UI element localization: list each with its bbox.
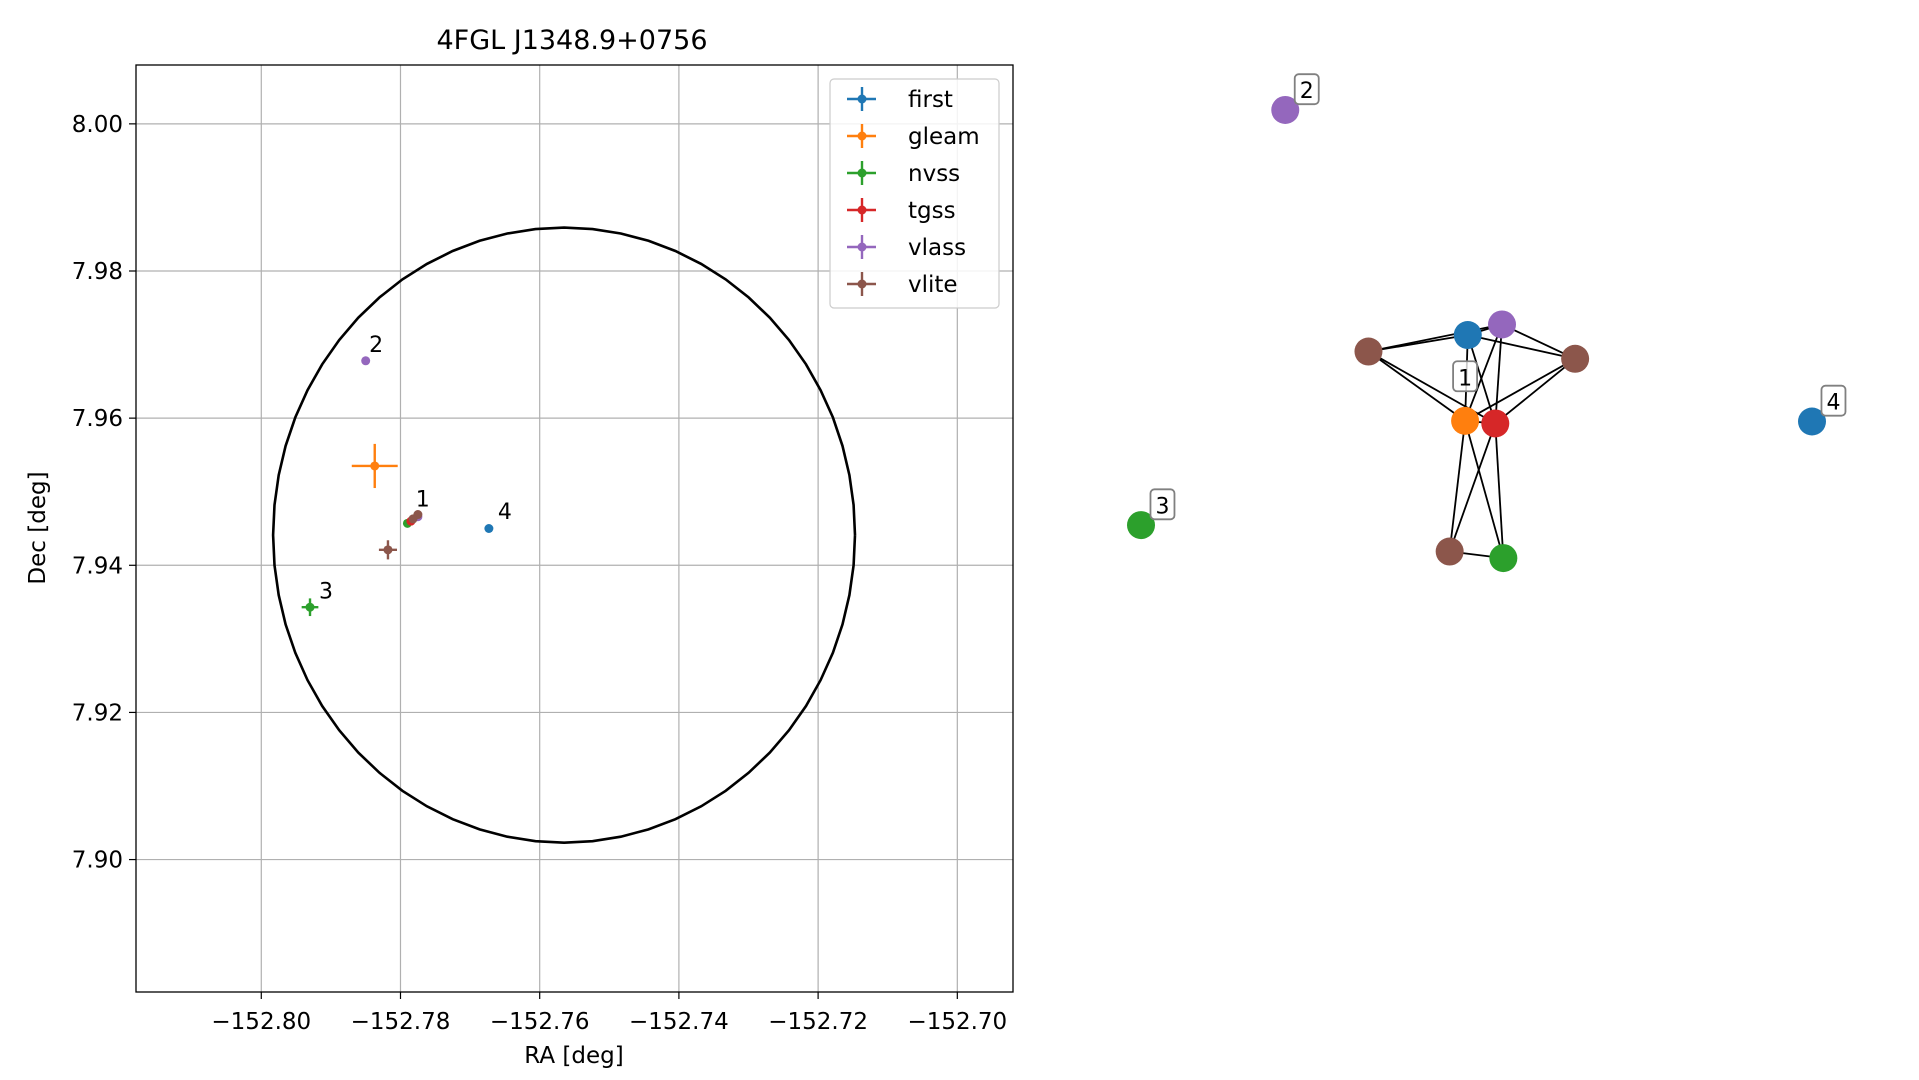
legend-entry-nvss: nvss: [847, 161, 960, 187]
x-tick-label: −152.76: [490, 1009, 590, 1035]
annotation-2: 2: [369, 333, 383, 358]
point-annotations: 1 2 3 4: [319, 333, 512, 604]
legend-swatch-marker: [857, 279, 867, 289]
y-axis-label: Dec [deg]: [25, 471, 51, 584]
x-tick-label: −152.74: [629, 1009, 729, 1035]
point-vlite: [408, 514, 418, 524]
legend-swatch-marker: [857, 205, 867, 215]
legend-label: gleam: [908, 124, 980, 150]
network-node-nvss: [1127, 511, 1155, 540]
label-box: [1149, 488, 1176, 521]
network-node-vlass: [1271, 95, 1300, 124]
legend-label: vlass: [908, 235, 966, 261]
y-tick-label: 7.92: [72, 700, 123, 726]
network-node-vlite: [1561, 344, 1590, 373]
network-edge: [1494, 324, 1503, 424]
network-label-1: 1: [1452, 360, 1478, 393]
y-tick-label: 7.94: [72, 553, 123, 579]
chart-title: 4FGL J1348.9+0756: [436, 25, 707, 56]
x-axis-label: RA [deg]: [524, 1043, 623, 1069]
legend-entry-gleam: gleam: [847, 124, 980, 150]
y-tick-label: 7.98: [72, 259, 123, 285]
legend-label: vlite: [908, 272, 958, 298]
y-axis-ticks: 7.90 7.92 7.94 7.96 7.98 8.00: [72, 112, 136, 874]
point-vlass: [361, 356, 371, 366]
network-node-vlite: [1435, 537, 1464, 566]
point-marker: [484, 524, 494, 533]
network-node-first: [1453, 321, 1482, 350]
x-tick-label: −152.78: [351, 1009, 451, 1035]
network-node-vlite: [1354, 337, 1383, 366]
legend-swatch-marker: [857, 242, 867, 252]
legend-entry-vlass: vlass: [847, 235, 966, 261]
network-edge: [1467, 334, 1576, 360]
annotation-3: 3: [319, 579, 333, 604]
network-node-vlass: [1487, 310, 1516, 339]
plot-frame: [135, 64, 1014, 993]
network-edge: [1494, 358, 1576, 425]
network-node-gleam: [1451, 406, 1480, 435]
point-marker: [361, 356, 371, 366]
legend-swatch-marker: [857, 131, 867, 141]
y-tick-label: 7.90: [72, 848, 123, 874]
legend-label: first: [908, 87, 953, 113]
network-edge: [1448, 420, 1466, 552]
y-tick-label: 8.00: [72, 112, 123, 138]
network-edge: [1448, 423, 1497, 552]
point-nvss: [301, 598, 319, 617]
point-marker: [383, 545, 393, 555]
label-text: 4: [1826, 391, 1840, 416]
label-text: 1: [1458, 366, 1472, 391]
network-nodes: [1127, 95, 1826, 573]
network-node-tgss: [1481, 409, 1510, 438]
annotation-1: 1: [416, 487, 430, 512]
legend-entry-tgss: tgss: [847, 198, 956, 224]
legend-label: tgss: [908, 198, 956, 224]
label-box: [1820, 384, 1847, 417]
network-label-3: 3: [1149, 488, 1176, 521]
point-marker: [408, 514, 418, 524]
point-marker: [370, 461, 380, 471]
point-vlite: [378, 540, 398, 560]
network-node-first: [1798, 407, 1826, 436]
legend-swatch-marker: [857, 168, 867, 178]
legend-label: nvss: [908, 161, 960, 187]
x-tick-label: −152.72: [768, 1009, 868, 1035]
data-points: [301, 356, 494, 617]
point-marker: [305, 602, 315, 612]
network-edge: [1464, 324, 1503, 422]
label-text: 2: [1300, 79, 1314, 104]
network-labels: 1 2 3 4: [1149, 73, 1847, 521]
label-box: [1293, 73, 1320, 106]
legend-entry-vlite: vlite: [847, 272, 958, 298]
x-tick-label: −152.80: [211, 1009, 311, 1035]
label-box: [1452, 360, 1478, 393]
y-tick-label: 7.96: [72, 406, 123, 432]
point-gleam: [351, 443, 398, 489]
x-axis-ticks: −152.80 −152.78 −152.76 −152.74 −152.72 −152.…: [211, 992, 1007, 1035]
error-circle-group: [271, 226, 857, 845]
point-first: [484, 524, 494, 533]
legend-swatch-marker: [857, 94, 867, 104]
x-tick-label: −152.70: [907, 1009, 1007, 1035]
network-panel: 1 2 3 4: [1127, 73, 1847, 573]
error-circle: [271, 226, 857, 845]
legend: first gleam nvss tgss vlass vlite: [829, 78, 1000, 309]
label-text: 3: [1155, 494, 1169, 519]
network-node-nvss: [1489, 544, 1518, 573]
annotation-4: 4: [498, 500, 512, 525]
network-edge: [1494, 423, 1505, 559]
network-label-2: 2: [1293, 73, 1320, 106]
network-edge: [1367, 350, 1466, 422]
legend-entry-first: first: [847, 87, 953, 113]
network-edge: [1464, 358, 1576, 422]
network-edge: [1464, 420, 1505, 559]
network-label-4: 4: [1820, 384, 1847, 417]
